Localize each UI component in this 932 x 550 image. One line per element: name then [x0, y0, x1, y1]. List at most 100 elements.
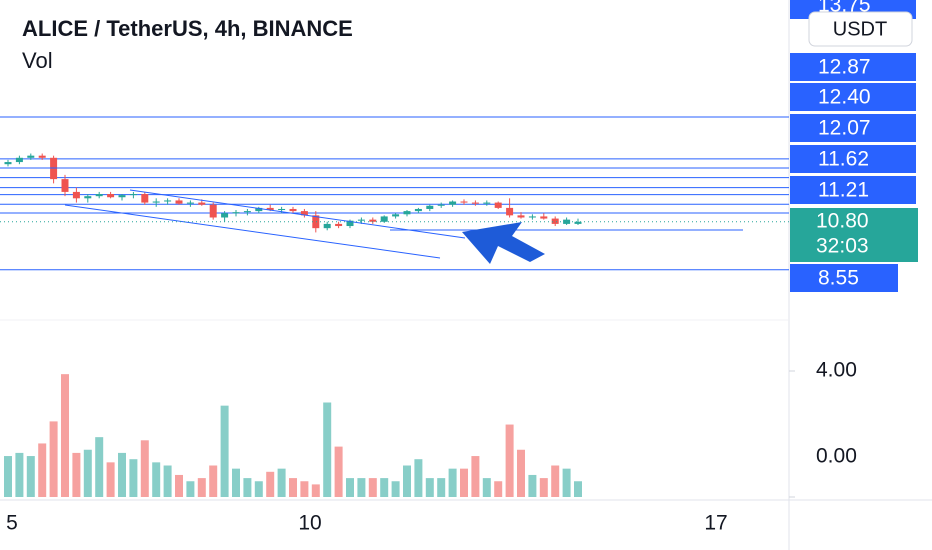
- candle-body: [84, 196, 92, 199]
- volume-bar: [517, 449, 525, 497]
- candle-body: [61, 179, 69, 192]
- candle-body: [209, 204, 217, 218]
- countdown: 32:03: [816, 235, 869, 258]
- candle-body: [563, 219, 571, 224]
- volume-bar: [334, 446, 343, 497]
- volume-tick-label: 0.00: [816, 445, 857, 468]
- candle-body: [278, 208, 286, 211]
- arrow: [462, 222, 545, 264]
- volume-bar: [186, 481, 195, 497]
- volume-bar: [4, 456, 12, 497]
- currency-label[interactable]: USDT: [833, 18, 887, 40]
- candle-body: [346, 220, 354, 227]
- price-tag-label: 11.62: [818, 148, 869, 171]
- last-price-tag: [790, 208, 918, 262]
- candle-body: [4, 162, 12, 165]
- volume-bar: [95, 437, 104, 497]
- candle-body: [186, 202, 194, 204]
- candle-body: [107, 194, 115, 198]
- volume-bar: [346, 478, 354, 497]
- candle-body: [255, 207, 263, 212]
- price-tag-label: 12.07: [818, 117, 871, 140]
- volume-bar: [129, 459, 138, 497]
- volume-bar: [266, 471, 275, 497]
- volume-bar: [163, 465, 172, 497]
- candle-body: [357, 219, 365, 221]
- candle-body: [95, 194, 103, 197]
- candle-body: [300, 211, 308, 216]
- volume-bar: [391, 481, 400, 497]
- volume-bar: [357, 478, 366, 497]
- candle-body: [72, 191, 80, 199]
- price-tag: [790, 114, 916, 142]
- candle-body: [27, 155, 35, 158]
- price-tag: [790, 83, 916, 111]
- x-tick-label: 17: [704, 512, 727, 535]
- volume-bar: [83, 449, 92, 497]
- candle-body: [471, 202, 479, 204]
- volume-bar: [482, 478, 491, 497]
- last-price-label: 10.80: [816, 210, 869, 233]
- candle-body: [141, 194, 149, 203]
- volume-bar: [323, 402, 332, 497]
- volume-bar: [232, 468, 240, 497]
- volume-bar: [448, 468, 457, 497]
- chart-title: ALICE / TetherUS, 4h, BINANCE: [22, 16, 353, 41]
- candle-body: [483, 202, 491, 204]
- candle-body: [506, 207, 514, 216]
- price-tag: [790, 176, 916, 204]
- candle-body: [460, 201, 468, 203]
- candles: [4, 153, 582, 233]
- volume-bar: [106, 462, 115, 497]
- candle-body: [494, 202, 502, 208]
- volume-bar: [460, 468, 468, 497]
- x-tick-label: 5: [6, 512, 18, 535]
- volume-bar: [551, 465, 560, 497]
- candle-body: [221, 213, 229, 218]
- volume-bar: [38, 443, 47, 497]
- volume-bar: [61, 374, 69, 497]
- volume-bar: [528, 474, 537, 497]
- candle-body: [175, 200, 183, 204]
- volume-bar: [277, 468, 286, 497]
- volume-bar: [175, 474, 183, 497]
- volume-bar: [494, 481, 503, 497]
- candle-body: [129, 194, 137, 196]
- volume-bar: [574, 481, 582, 497]
- candle-body: [38, 155, 46, 158]
- candle-body: [528, 216, 536, 218]
- volume-bar: [254, 481, 263, 497]
- price-tag-label: 12.87: [818, 56, 871, 79]
- volume-bar: [220, 405, 229, 497]
- candle-body: [243, 211, 251, 213]
- volume-bar: [311, 484, 320, 497]
- volume-bar: [289, 478, 297, 497]
- volume-bar: [380, 478, 389, 497]
- price-tag: [790, 53, 916, 81]
- price-tag-label: 8.55: [818, 267, 859, 290]
- candle-body: [449, 201, 457, 205]
- price-tag-label: 11.21: [818, 179, 869, 202]
- price-tag: [790, 264, 898, 292]
- volume-bar: [49, 421, 58, 497]
- volume-tick-label: 4.00: [816, 359, 857, 382]
- volume-bar: [197, 478, 206, 497]
- trend-line: [64, 204, 441, 259]
- volume-label: Vol: [22, 48, 53, 73]
- volume-bar: [118, 452, 126, 497]
- volume-bar: [243, 478, 252, 497]
- volume-bar: [539, 478, 548, 497]
- volume-bar: [209, 465, 218, 497]
- currency-button[interactable]: [808, 11, 913, 47]
- volume-bar: [414, 459, 423, 497]
- volume-bar: [437, 478, 446, 497]
- candle-body: [380, 216, 388, 222]
- candle-body: [323, 223, 331, 229]
- volume-bar: [505, 424, 514, 497]
- candle-body: [414, 208, 422, 212]
- volume: [4, 374, 582, 497]
- volume-bar: [403, 465, 411, 497]
- volume-bar: [140, 440, 149, 497]
